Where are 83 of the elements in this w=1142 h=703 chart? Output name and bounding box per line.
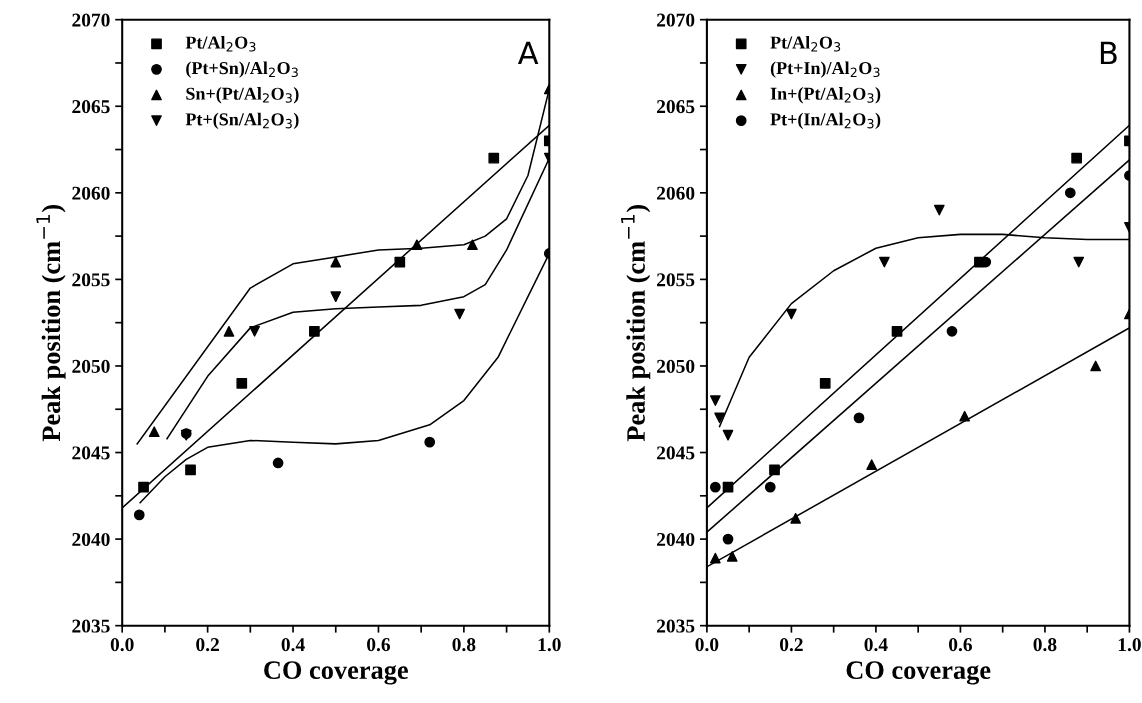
point	[454, 308, 465, 320]
x-tick-label: 0.2	[196, 638, 219, 652]
point	[1064, 187, 1076, 199]
y-tick-label: 2060	[657, 186, 695, 200]
point	[133, 509, 145, 521]
legend-label: Pt+(Sn/Al$_{2}$O$_{3}$)	[185, 112, 299, 130]
y-tick-label: 2040	[657, 532, 695, 547]
point	[138, 481, 149, 493]
x-tick-label: 0.8	[1033, 638, 1057, 652]
point	[148, 426, 160, 438]
point	[722, 533, 734, 545]
x-tick-label: 0.2	[779, 638, 803, 652]
point	[467, 239, 478, 251]
point	[714, 412, 725, 424]
y-tick-label: 2045	[72, 446, 110, 460]
y-tick-label: 2065	[657, 100, 695, 114]
x-tick-label: 1.0	[1118, 638, 1141, 652]
x-tick-label: 0.4	[864, 638, 888, 652]
point	[819, 377, 831, 389]
annotation: A	[517, 41, 539, 65]
x-tick-label: 0.4	[281, 638, 305, 652]
legend-label: Sn+(Pt/Al$_{2}$O$_{3}$)	[186, 87, 299, 104]
point	[272, 457, 284, 469]
legend-label: Pt/Al$_{2}$O$_{3}$	[185, 35, 256, 52]
point	[223, 325, 235, 337]
x-tick-label: 1.0	[538, 638, 561, 652]
point	[330, 256, 342, 268]
point	[709, 481, 721, 493]
point	[879, 256, 890, 268]
legend-label: In+(Pt/Al$_{2}$O$_{3}$)	[770, 87, 881, 104]
point	[1073, 256, 1085, 268]
y-tick-label: 2070	[72, 13, 110, 27]
y-tick-label: 2055	[72, 273, 110, 287]
x-axis-title: CO coverage	[264, 661, 408, 685]
x-tick-label: 0.6	[367, 638, 391, 652]
point	[394, 256, 406, 268]
y-tick-label: 2035	[657, 619, 695, 633]
point	[891, 325, 903, 337]
x-tick-label: 0.0	[110, 638, 134, 652]
y-tick-label: 2065	[72, 100, 110, 114]
y-tick-label: 2055	[657, 273, 695, 287]
y-tick-label: 2070	[657, 13, 695, 27]
y-tick-label: 2060	[72, 186, 110, 200]
point	[722, 429, 734, 441]
legend-label: Pt/Al$_{2}$O$_{3}$	[770, 35, 841, 52]
point	[249, 325, 260, 337]
point	[236, 377, 248, 389]
point	[411, 239, 423, 251]
point	[866, 459, 878, 471]
y-tick-label: 2045	[657, 446, 695, 460]
legend-label: Pt+(In/Al$_{2}$O$_{3}$)	[770, 112, 881, 130]
point	[309, 325, 320, 337]
point	[1090, 360, 1101, 372]
point	[709, 552, 721, 564]
y-tick-label: 2050	[657, 359, 695, 373]
point	[764, 481, 776, 493]
point	[959, 410, 971, 422]
point	[722, 481, 734, 493]
x-tick-label: 0.6	[949, 638, 973, 652]
point	[726, 551, 738, 562]
y-axis-title: Peak position (cm$^{−1}$)	[36, 205, 66, 442]
point	[786, 308, 797, 320]
legend-label: (Pt+Sn)/Al$_{2}$O$_{3}$	[186, 61, 298, 78]
x-tick-label: 0.8	[452, 638, 476, 652]
y-tick-label: 2035	[72, 619, 110, 633]
annotation: B	[1100, 41, 1117, 65]
x-axis-title: CO coverage	[846, 661, 991, 685]
y-tick-label: 2040	[72, 532, 110, 547]
x-tick-label: 0.0	[695, 638, 719, 652]
point	[424, 436, 436, 448]
point	[488, 152, 500, 164]
point	[853, 412, 865, 424]
y-tick-label: 2050	[72, 359, 110, 373]
point	[946, 325, 958, 337]
point	[1071, 152, 1082, 164]
y-axis-title: Peak position (cm$^{−1}$)	[621, 205, 651, 442]
point	[185, 464, 196, 476]
point	[709, 395, 721, 406]
legend-label: (Pt+In)/Al$_{2}$O$_{3}$	[770, 61, 880, 78]
point	[769, 464, 780, 476]
point	[330, 291, 342, 303]
point	[933, 204, 945, 216]
point	[790, 512, 801, 524]
